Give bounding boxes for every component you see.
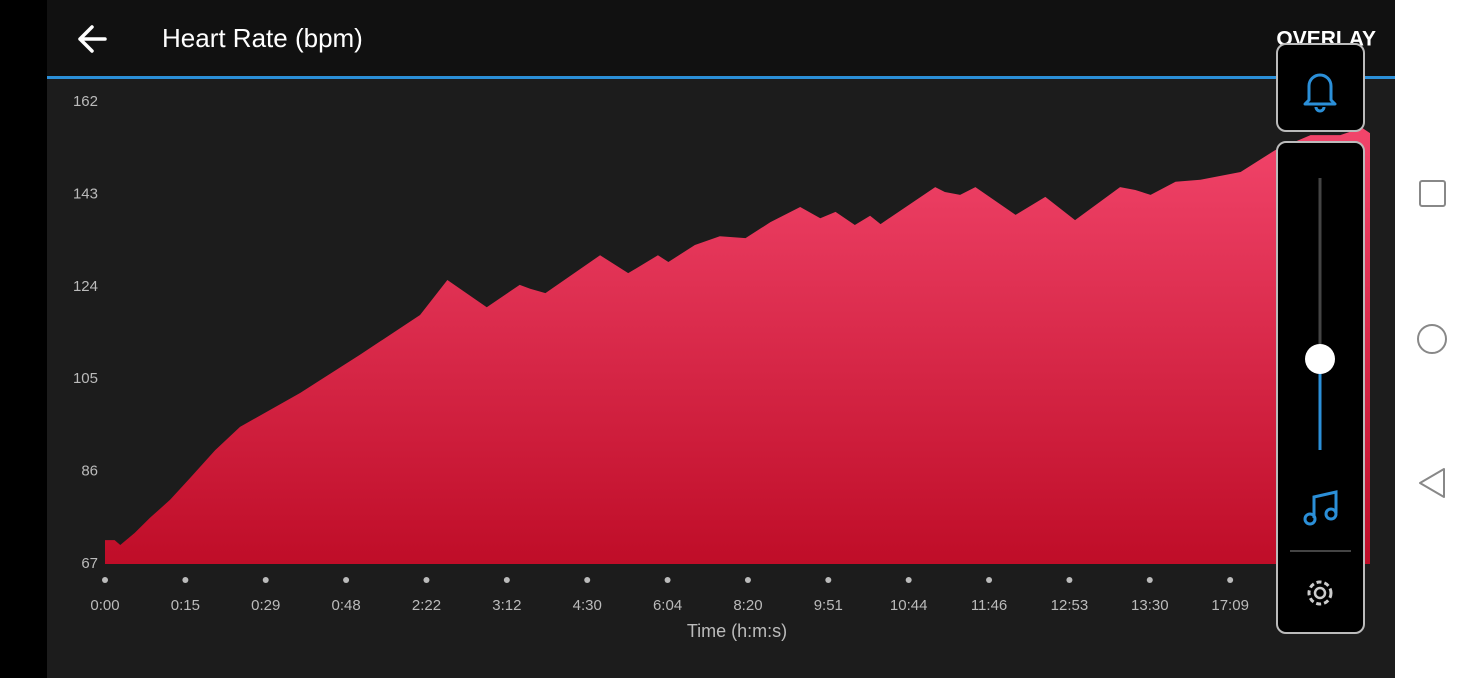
slider-thumb[interactable]: [1305, 344, 1335, 374]
x-tick-label: 0:00: [90, 597, 119, 614]
screen-title: Heart Rate (bpm): [162, 23, 363, 53]
x-tick-dot: [1227, 577, 1234, 583]
nav-bar: [1395, 0, 1469, 678]
bell-box[interactable]: [1276, 43, 1365, 132]
back-nav-button[interactable]: [1419, 468, 1445, 498]
music-icon-note: [1324, 507, 1338, 521]
x-tick-dot: [343, 577, 350, 583]
music-icon-note: [1303, 512, 1317, 526]
top-bar: [47, 0, 1395, 76]
settings-icon-center: [1313, 586, 1327, 600]
music-icon[interactable]: [1312, 490, 1338, 518]
top-bar-divider: [47, 76, 1395, 79]
x-tick-label: 8:20: [733, 597, 762, 614]
x-tick-label: 9:51: [814, 597, 843, 614]
x-tick-dot: [664, 577, 671, 583]
x-tick-dot: [102, 577, 108, 583]
x-axis-label: Time (h:m:s): [687, 621, 787, 641]
x-tick-label: 0:15: [171, 597, 200, 614]
x-tick-label: 12:53: [1051, 597, 1089, 614]
x-tick-dot: [503, 577, 510, 583]
x-tick-dot: [1066, 577, 1073, 583]
x-tick-dot: [825, 577, 832, 583]
recents-button[interactable]: [1419, 180, 1446, 207]
x-tick-label: 13:30: [1131, 597, 1169, 614]
x-tick-label: 6:04: [653, 597, 682, 614]
x-tick-label: 4:30: [573, 597, 602, 614]
x-tick-label: 11:46: [971, 597, 1007, 614]
y-tick-label: 86: [81, 463, 98, 480]
x-tick-dot: [986, 577, 993, 583]
x-tick-dot: [1146, 577, 1153, 583]
chart: 67 86 105 124 143 162 0:00 0:15 0:29 0:48 2:22 3:12…: [73, 93, 1370, 641]
y-tick-label: 105: [73, 370, 98, 387]
x-tick-dot: [744, 577, 751, 583]
x-tick-label: 0:29: [251, 597, 280, 614]
bell-icon[interactable]: [1303, 73, 1337, 113]
y-tick-label: 67: [81, 555, 98, 572]
x-tick-dot: [423, 577, 430, 583]
x-tick-dot: [584, 577, 591, 583]
back-button[interactable]: [78, 25, 107, 53]
x-tick-label: 2:22: [412, 597, 441, 614]
x-tick-label: 10:44: [890, 597, 928, 614]
settings-icon[interactable]: [1307, 580, 1333, 606]
y-tick-label: 143: [73, 185, 98, 202]
home-button[interactable]: [1417, 324, 1447, 354]
heart-rate-area: [105, 127, 1370, 565]
x-tick-dot: [182, 577, 189, 583]
x-tick-label: 3:12: [492, 597, 521, 614]
y-tick-label: 124: [73, 278, 98, 295]
x-tick-label: 17:09: [1211, 597, 1249, 614]
y-tick-label: 162: [73, 93, 98, 110]
x-tick-label: 0:48: [332, 597, 361, 614]
overlay-panel: [1276, 43, 1365, 634]
x-tick-dot: [905, 577, 912, 583]
x-tick-dot: [262, 577, 269, 583]
